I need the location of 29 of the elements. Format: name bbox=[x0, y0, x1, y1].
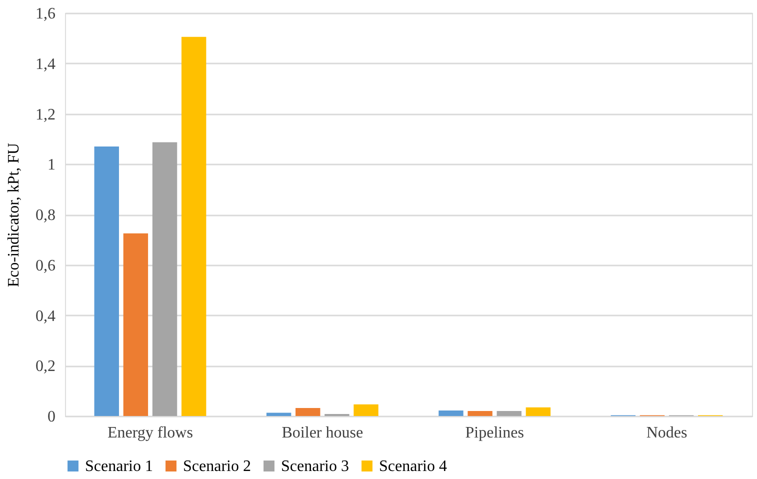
bar bbox=[123, 233, 148, 416]
bar bbox=[181, 36, 206, 416]
x-tick-label: Pipelines bbox=[465, 424, 524, 442]
legend-label: Scenario 3 bbox=[281, 458, 349, 475]
y-tick-label: 1 bbox=[48, 156, 56, 174]
x-tick-label: Energy flows bbox=[107, 424, 193, 442]
bar bbox=[94, 146, 119, 416]
y-tick-label: 1,2 bbox=[36, 106, 56, 124]
bar bbox=[468, 410, 492, 416]
bar bbox=[152, 142, 178, 416]
bar bbox=[266, 412, 292, 416]
bar bbox=[526, 407, 551, 416]
y-tick-label: 0,2 bbox=[36, 358, 56, 376]
y-tick-label: 1,4 bbox=[36, 56, 56, 73]
y-axis-title: Eco-indicator, kPt, FU bbox=[6, 142, 22, 288]
y-tick-label: 0,6 bbox=[36, 257, 56, 274]
y-tick-label: 0 bbox=[48, 408, 56, 426]
bar bbox=[296, 408, 320, 416]
x-tick-label: Nodes bbox=[646, 424, 688, 442]
legend-label: Scenario 4 bbox=[379, 458, 447, 475]
bar bbox=[438, 410, 464, 416]
y-tick-label: 0,8 bbox=[36, 207, 56, 224]
legend-label: Scenario 1 bbox=[85, 458, 153, 475]
bar bbox=[354, 404, 378, 416]
x-tick-label: Boiler house bbox=[282, 424, 364, 442]
bar bbox=[496, 410, 522, 416]
y-tick-label: 1,6 bbox=[36, 6, 56, 22]
legend-label: Scenario 2 bbox=[183, 458, 251, 475]
y-tick-label: 0,4 bbox=[36, 308, 56, 325]
